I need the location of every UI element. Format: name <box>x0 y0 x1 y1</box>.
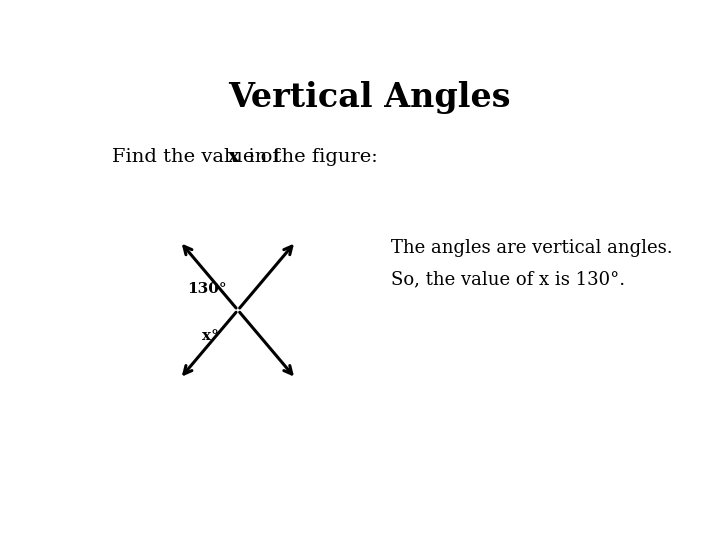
Text: in the figure:: in the figure: <box>236 148 378 166</box>
Text: So, the value of x is 130°.: So, the value of x is 130°. <box>392 271 626 288</box>
Text: x°: x° <box>202 329 218 343</box>
Text: x: x <box>228 148 240 166</box>
Text: 130°: 130° <box>188 281 228 295</box>
Text: Vertical Angles: Vertical Angles <box>228 82 510 114</box>
Text: Find the value of: Find the value of <box>112 148 292 166</box>
Text: The angles are vertical angles.: The angles are vertical angles. <box>392 239 673 258</box>
